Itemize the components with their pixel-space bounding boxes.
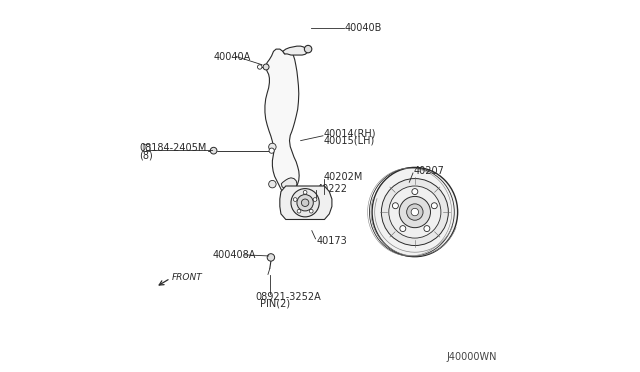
Polygon shape	[265, 49, 300, 211]
Circle shape	[303, 190, 307, 194]
Text: 40015(LH): 40015(LH)	[324, 136, 375, 145]
Text: 40040B: 40040B	[345, 23, 382, 32]
Circle shape	[431, 203, 437, 209]
Text: PIN(2): PIN(2)	[260, 299, 291, 309]
Text: 40040A: 40040A	[214, 52, 252, 61]
Circle shape	[392, 203, 398, 209]
Circle shape	[411, 208, 419, 216]
Circle shape	[309, 209, 313, 213]
Polygon shape	[282, 178, 297, 190]
Text: 40207: 40207	[413, 166, 445, 176]
Circle shape	[406, 204, 423, 220]
Circle shape	[269, 148, 275, 153]
Circle shape	[301, 199, 309, 206]
Circle shape	[424, 225, 430, 231]
Circle shape	[269, 180, 276, 188]
Text: 40173: 40173	[316, 236, 347, 246]
Polygon shape	[283, 46, 307, 55]
Text: 40222: 40222	[316, 184, 348, 194]
Circle shape	[263, 64, 269, 70]
Polygon shape	[280, 186, 332, 219]
Circle shape	[399, 196, 431, 228]
Circle shape	[257, 65, 262, 69]
Text: 08921-3252A: 08921-3252A	[255, 292, 321, 302]
Circle shape	[211, 147, 217, 154]
Text: 400408A: 400408A	[212, 250, 255, 260]
Circle shape	[400, 225, 406, 231]
Text: 40202M: 40202M	[324, 172, 363, 182]
Circle shape	[269, 143, 276, 151]
Circle shape	[293, 198, 297, 201]
Text: J40000WN: J40000WN	[446, 352, 497, 362]
Circle shape	[313, 198, 317, 201]
Circle shape	[412, 189, 418, 195]
Text: 08184-2405M: 08184-2405M	[140, 143, 207, 153]
Text: □: □	[141, 143, 150, 153]
Circle shape	[381, 179, 449, 246]
Circle shape	[389, 186, 441, 238]
Circle shape	[305, 45, 312, 53]
Circle shape	[297, 195, 314, 211]
Text: FRONT: FRONT	[172, 273, 203, 282]
Text: 40014(RH): 40014(RH)	[324, 128, 376, 138]
Text: (8): (8)	[140, 151, 154, 160]
Ellipse shape	[372, 167, 458, 257]
Circle shape	[297, 209, 301, 213]
Circle shape	[291, 189, 319, 217]
Circle shape	[267, 254, 275, 261]
